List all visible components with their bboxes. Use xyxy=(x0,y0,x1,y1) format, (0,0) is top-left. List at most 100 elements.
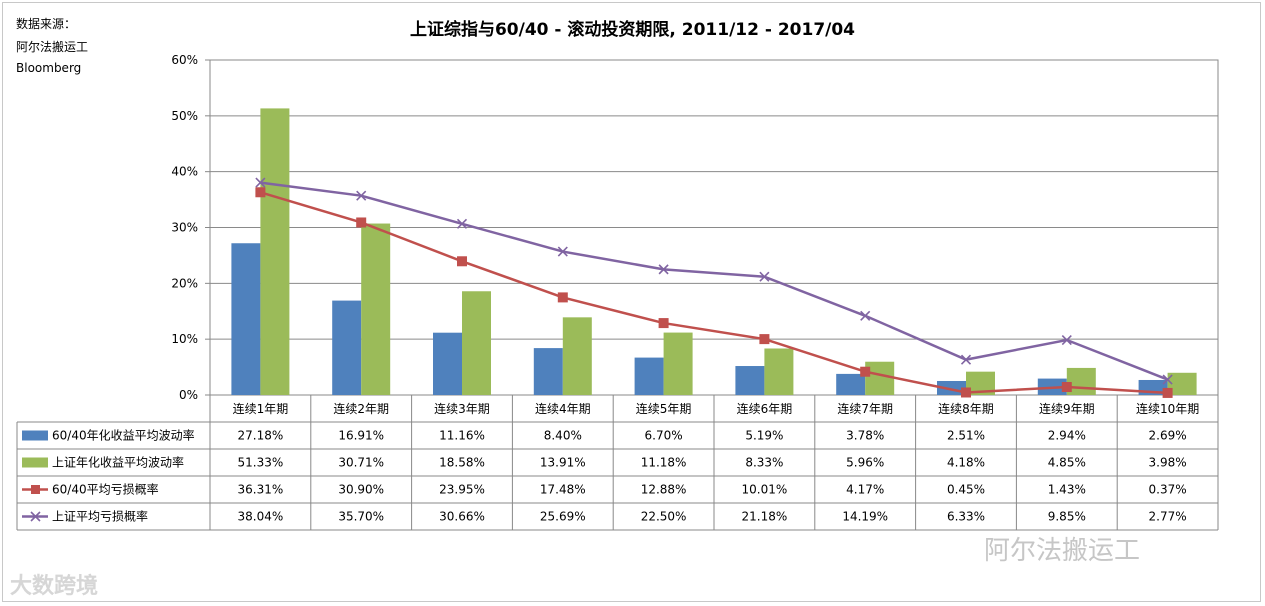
y-tick-label: 30% xyxy=(171,221,198,235)
point-square xyxy=(759,334,770,345)
x-tick-label: 连续5年期 xyxy=(636,401,692,416)
watermark-right: 阿尔法搬运工 xyxy=(984,536,1141,566)
point-x xyxy=(1061,334,1072,346)
point-x xyxy=(759,271,770,282)
bar-2 xyxy=(361,223,391,395)
legend-entry: 上证平均亏损概率 xyxy=(52,509,148,524)
bar-1 xyxy=(433,332,462,395)
y-tick-label: 10% xyxy=(171,332,198,346)
bar-2 xyxy=(966,371,995,395)
data-label: 3.98% xyxy=(1149,456,1187,470)
data-label: 21.18% xyxy=(742,510,788,524)
x-tick-label: 连续6年期 xyxy=(737,401,793,416)
data-label: 6.33% xyxy=(947,510,985,524)
data-label: 13.91% xyxy=(540,456,586,470)
legend-entry: 60/40平均亏损概率 xyxy=(52,482,159,497)
data-label: 0.37% xyxy=(1149,483,1187,497)
data-label: 38.04% xyxy=(238,510,284,524)
data-label: 2.77% xyxy=(1149,510,1187,524)
legend-entry: 上证年化收益平均波动率 xyxy=(52,455,184,470)
point-square xyxy=(457,256,467,267)
point-square xyxy=(961,387,971,398)
bar-1 xyxy=(533,348,563,395)
data-label: 6.70% xyxy=(645,429,683,443)
data-label: 27.18% xyxy=(238,429,284,443)
data-label: 5.96% xyxy=(846,456,884,470)
legend-key-bar xyxy=(22,457,48,468)
data-label: 4.17% xyxy=(846,483,884,497)
bar-1 xyxy=(332,300,362,395)
y-tick-label: 20% xyxy=(171,276,198,290)
data-label: 4.18% xyxy=(947,456,985,470)
bar-2 xyxy=(1167,372,1197,395)
point-square xyxy=(255,187,266,198)
x-tick-label: 连续9年期 xyxy=(1039,401,1095,416)
point-x xyxy=(1162,374,1173,385)
point-x xyxy=(255,177,266,188)
data-label: 0.45% xyxy=(947,483,985,497)
data-label: 2.69% xyxy=(1149,429,1187,443)
bar-1 xyxy=(231,243,261,395)
data-label: 10.01% xyxy=(742,483,788,497)
data-label: 8.33% xyxy=(745,456,783,470)
bar-2 xyxy=(562,317,592,395)
y-tick-label: 40% xyxy=(171,165,198,179)
point-x xyxy=(456,218,468,229)
data-label: 25.69% xyxy=(540,510,586,524)
point-square xyxy=(658,318,669,329)
point-x xyxy=(356,190,367,201)
bar-2 xyxy=(260,108,290,395)
data-label: 9.85% xyxy=(1048,510,1086,524)
data-label: 17.48% xyxy=(540,483,586,497)
data-label: 4.85% xyxy=(1048,456,1086,470)
point-x xyxy=(860,310,871,321)
watermark-left: 大数跨境 xyxy=(10,574,99,599)
bar-2 xyxy=(462,291,491,395)
data-label: 1.43% xyxy=(1048,483,1086,497)
chart-title: 上证综指与60/40 - 滚动投资期限, 2011/12 - 2017/04 xyxy=(409,20,856,40)
bar-2 xyxy=(865,361,895,395)
bar-2 xyxy=(663,332,693,395)
data-label: 11.16% xyxy=(439,429,485,443)
data-label: 11.18% xyxy=(641,456,687,470)
data-label: 35.70% xyxy=(338,510,384,524)
x-tick-label: 连续4年期 xyxy=(535,401,591,416)
y-tick-label: 0% xyxy=(179,388,198,402)
series-line-4 xyxy=(260,181,1169,381)
x-tick-label: 连续7年期 xyxy=(837,401,893,416)
bar-1 xyxy=(634,357,664,395)
data-label: 36.31% xyxy=(238,483,284,497)
data-label: 12.88% xyxy=(641,483,687,497)
data-label: 14.19% xyxy=(842,510,888,524)
bar-1 xyxy=(735,366,765,395)
legend-entry: 60/40年化收益平均波动率 xyxy=(52,428,195,443)
point-square xyxy=(1061,382,1072,393)
source-provider: Bloomberg xyxy=(16,61,82,75)
legend-key-bar xyxy=(22,430,48,441)
data-label: 5.19% xyxy=(745,429,783,443)
point-square xyxy=(860,366,871,377)
data-label: 2.94% xyxy=(1048,429,1086,443)
x-tick-label: 连续8年期 xyxy=(938,401,994,416)
x-tick-label: 连续2年期 xyxy=(333,401,389,416)
point-square xyxy=(557,292,568,303)
data-label: 18.58% xyxy=(439,456,485,470)
source-label: 数据来源： xyxy=(16,17,77,31)
data-label: 30.66% xyxy=(439,510,485,524)
series-line-3 xyxy=(260,191,1168,395)
data-label: 16.91% xyxy=(338,429,384,443)
bar-1 xyxy=(836,373,866,395)
data-label: 2.51% xyxy=(947,429,985,443)
data-label: 51.33% xyxy=(238,456,284,470)
point-x xyxy=(557,246,568,257)
data-label: 30.90% xyxy=(338,483,384,497)
point-x xyxy=(960,354,972,365)
x-tick-label: 连续3年期 xyxy=(434,401,490,416)
bar-2 xyxy=(764,348,794,395)
x-tick-label: 连续10年期 xyxy=(1136,401,1199,416)
legend-key-marker xyxy=(30,511,41,522)
data-label: 3.78% xyxy=(846,429,884,443)
data-label: 30.71% xyxy=(338,456,384,470)
